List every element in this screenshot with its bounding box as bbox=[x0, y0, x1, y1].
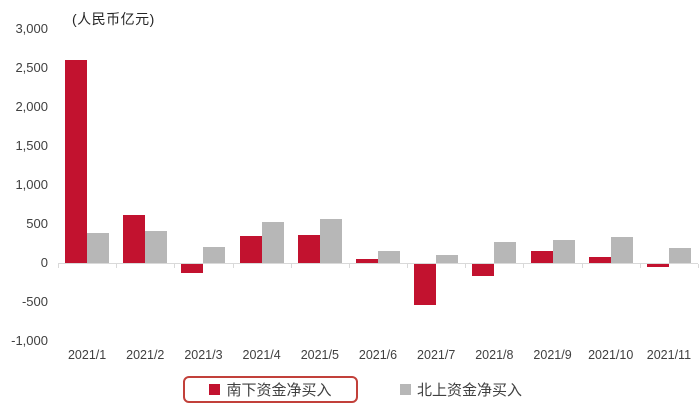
legend-label-northbound: 北上资金净买入 bbox=[417, 382, 523, 399]
x-axis-label: 2021/6 bbox=[358, 348, 398, 362]
bar-southbound bbox=[297, 234, 320, 263]
x-axis-tick bbox=[698, 264, 699, 268]
bar-northbound bbox=[319, 219, 342, 263]
x-axis-label: 2021/2 bbox=[126, 348, 165, 362]
x-axis-label: 2021/10 bbox=[588, 348, 634, 362]
x-axis-tick bbox=[639, 264, 641, 268]
bar-northbound bbox=[261, 222, 284, 263]
x-axis-tick bbox=[465, 264, 467, 268]
x-axis-line bbox=[58, 263, 698, 264]
x-axis-label: 2021/11 bbox=[646, 348, 692, 362]
bar-northbound bbox=[378, 251, 400, 263]
bar-southbound bbox=[123, 215, 146, 263]
bar-northbound bbox=[87, 232, 110, 263]
bar-northbound bbox=[145, 231, 168, 263]
y-axis-tick-label: 2,500 bbox=[15, 60, 48, 75]
bar-southbound bbox=[588, 256, 611, 263]
legend-item-northbound[interactable]: 北上资金净买入 bbox=[400, 376, 522, 403]
y-axis-tick-label: -500 bbox=[21, 294, 48, 309]
bar-northbound bbox=[668, 248, 691, 263]
x-axis-tick bbox=[581, 264, 583, 268]
x-axis-tick bbox=[232, 264, 234, 268]
bar-southbound bbox=[414, 264, 437, 306]
bar-southbound bbox=[530, 251, 553, 263]
bar-northbound bbox=[203, 247, 226, 263]
x-axis-label: 2021/7 bbox=[417, 348, 456, 362]
x-axis-tick bbox=[407, 264, 409, 268]
x-axis-label: 2021/5 bbox=[300, 348, 339, 362]
y-axis-tick-label: 500 bbox=[26, 216, 48, 231]
x-axis-tick bbox=[116, 264, 118, 268]
bar-southbound bbox=[472, 264, 495, 276]
legend-swatch-northbound-icon bbox=[400, 384, 411, 395]
x-axis-tick bbox=[523, 264, 525, 268]
bar-southbound bbox=[181, 264, 204, 273]
bar-northbound bbox=[552, 239, 575, 263]
bar-southbound bbox=[239, 236, 262, 263]
x-axis-label: 2021/3 bbox=[184, 348, 223, 362]
x-axis-label: 2021/8 bbox=[475, 348, 514, 362]
bar-southbound bbox=[65, 60, 88, 263]
bar-northbound bbox=[610, 237, 633, 263]
y-axis-tick-label: -1,000 bbox=[11, 333, 48, 348]
legend-swatch-southbound-icon bbox=[209, 384, 221, 395]
x-axis-tick bbox=[348, 264, 350, 268]
x-axis-tick bbox=[58, 264, 59, 268]
x-axis-tick bbox=[174, 264, 176, 268]
x-axis-tick bbox=[290, 264, 292, 268]
legend-label-southbound: 南下资金净买入 bbox=[226, 382, 332, 399]
x-axis-label: 2021/4 bbox=[242, 348, 281, 362]
legend-item-southbound[interactable]: 南下资金净买入 bbox=[183, 376, 358, 403]
y-axis-tick-label: 2,000 bbox=[15, 99, 48, 114]
chart-unit-label: (人民币亿元) bbox=[72, 11, 155, 27]
bar-southbound bbox=[356, 259, 378, 263]
y-axis-tick-label: 1,500 bbox=[15, 138, 48, 153]
bar-southbound bbox=[646, 264, 669, 268]
y-axis-tick-label: 1,000 bbox=[15, 177, 48, 192]
y-axis-tick-label: 0 bbox=[40, 255, 48, 270]
x-axis-label: 2021/9 bbox=[533, 348, 572, 362]
bar-northbound bbox=[436, 255, 459, 263]
y-axis-tick-label: 3,000 bbox=[15, 21, 48, 36]
bar-northbound bbox=[494, 241, 517, 263]
x-axis-label: 2021/1 bbox=[67, 348, 107, 362]
